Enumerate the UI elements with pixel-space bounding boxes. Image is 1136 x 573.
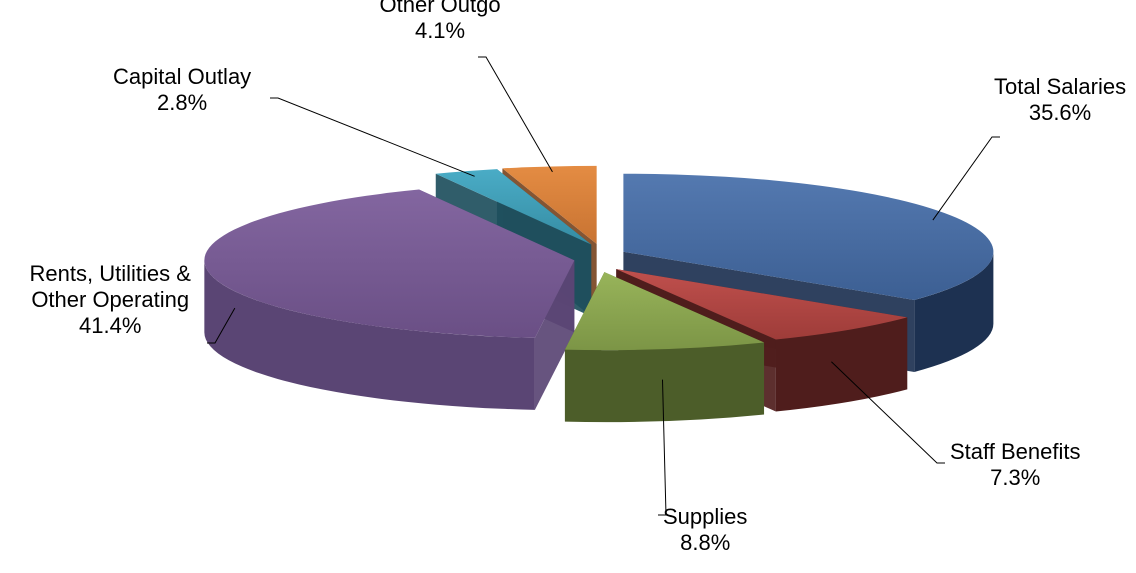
leader-line [270,97,475,177]
slice-wall [775,317,908,412]
slice-wall [564,342,765,423]
slice-wall [914,251,994,372]
leader-line [831,361,945,464]
slice-top [502,165,597,244]
pie-slice [204,189,575,410]
slice-label-name: Total Salaries [994,74,1127,99]
slice-label-percent: 41.4% [79,313,142,338]
slice-label-name: Rents, Utilities & [29,261,191,286]
slice-label-name: Other Outgo [379,0,501,17]
pie-slices [204,165,994,423]
leader-line [207,307,236,344]
leader-line [932,136,1000,221]
slice-label: Other Outgo 4.1% [380,0,501,44]
leader-line [658,379,667,516]
leader-line [478,56,553,173]
slice-label: Staff Benefits 7.3% [950,439,1080,491]
slice-label-percent: 35.6% [1028,100,1092,125]
slice-top [616,269,908,340]
leader-lines [207,56,1000,516]
slice-top [564,272,765,351]
slice-label-name: Capital Outlay [113,64,252,89]
slice-label: Supplies 8.8% [663,504,747,556]
slice-label-percent: 8.8% [680,530,731,555]
slice-label: Total Salaries 35.6% [994,74,1126,126]
slice-cut-face [534,260,575,410]
slice-top [204,189,575,338]
slice-label: Capital Outlay 2.8% [113,64,251,116]
slice-top [435,169,592,245]
slice-label-percent: 2.8% [157,90,208,115]
slice-label: Rents, Utilities & Other Operating 41.4% [30,261,191,339]
slice-label-percent: 4.1% [414,18,466,43]
slice-label-name: Staff Benefits [950,439,1081,464]
pie-slice [564,272,765,423]
slice-label-name: Other Operating [31,287,190,312]
slice-label-name: Supplies [663,504,748,529]
slice-label-percent: 7.3% [990,465,1041,490]
slice-wall [204,260,535,410]
slice-top [623,173,994,300]
